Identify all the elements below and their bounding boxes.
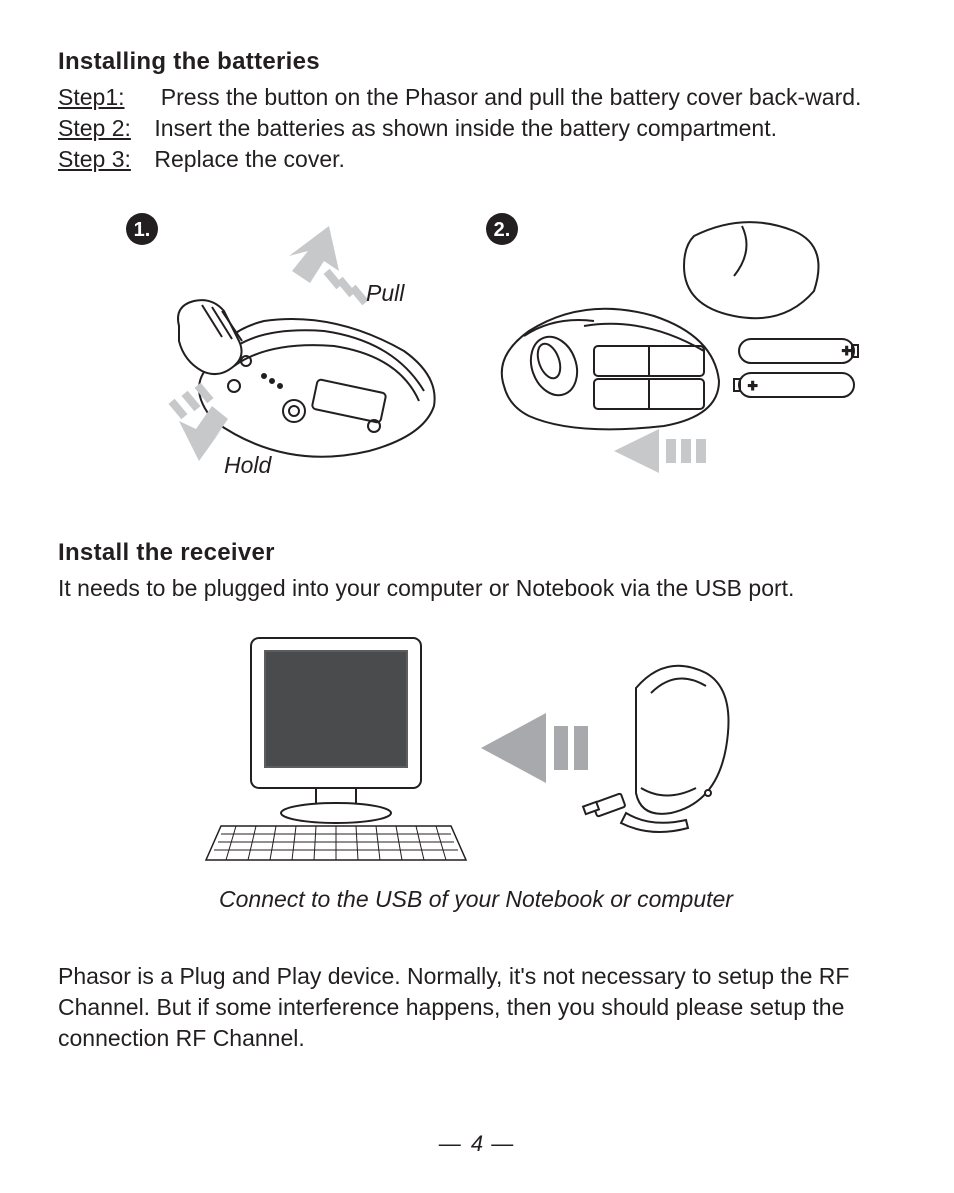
lower-paragraph: Phasor is a Plug and Play device. Normal…	[58, 961, 894, 1054]
svg-text:+: +	[842, 343, 851, 360]
page-number-value: 4	[471, 1131, 483, 1156]
receiver-intro: It needs to be plugged into your compute…	[58, 573, 894, 604]
pull-arrow-icon	[289, 226, 368, 305]
mouse-cover-icon	[684, 222, 819, 318]
step-3-text: Replace the cover.	[154, 144, 894, 175]
connect-arrow-icon	[481, 713, 588, 783]
step-3: Step 3: Replace the cover.	[58, 144, 894, 175]
svg-text:+: +	[748, 378, 757, 395]
battery-1-icon: +	[739, 339, 858, 363]
figure-receiver	[196, 628, 756, 878]
battery-2-icon: +	[734, 373, 854, 397]
step-3-label: Step 3:	[58, 144, 148, 175]
step-1-label: Step1:	[58, 82, 148, 113]
monitor-icon	[251, 638, 421, 823]
figure-2-badge: 2.	[494, 219, 511, 241]
figure-2: 2. + +	[484, 211, 884, 491]
pull-label: Pull	[366, 280, 405, 306]
heading-installing-batteries: Installing the batteries	[58, 48, 894, 76]
figure-1-badge: 1.	[134, 219, 151, 241]
step-2-text: Insert the batteries as shown inside the…	[154, 113, 894, 144]
steps-list: Step1: Press the button on the Phasor an…	[58, 82, 894, 175]
figure-1: 1. Pull	[124, 211, 464, 491]
step-1-text: Press the button on the Phasor and pull …	[161, 82, 894, 113]
heading-install-receiver: Install the receiver	[58, 539, 894, 567]
page-number: — 4 —	[0, 1131, 954, 1157]
mouse-open-icon	[502, 309, 719, 430]
step-1: Step1: Press the button on the Phasor an…	[58, 82, 894, 113]
hold-arrow-icon	[169, 383, 228, 461]
step-2: Step 2: Insert the batteries as shown in…	[58, 113, 894, 144]
receiver-caption: Connect to the USB of your Notebook or c…	[58, 886, 894, 913]
insert-arrow-icon	[614, 429, 706, 473]
step-2-label: Step 2:	[58, 113, 148, 144]
hold-label: Hold	[224, 452, 273, 478]
receiver-icon	[583, 666, 728, 832]
keyboard-icon	[206, 826, 466, 860]
